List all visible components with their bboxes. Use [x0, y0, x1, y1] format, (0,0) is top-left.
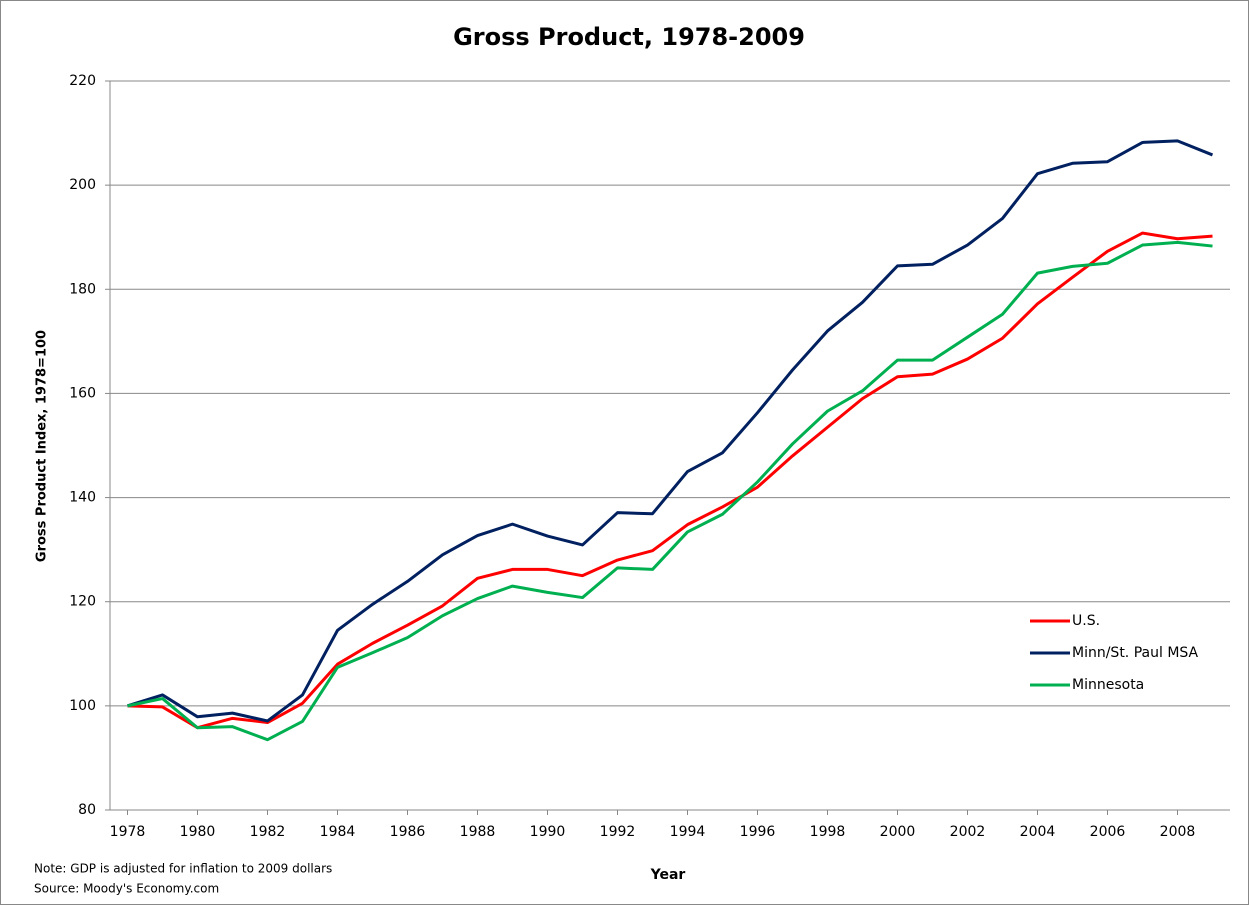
y-tick-label: 160	[69, 385, 96, 401]
series-line	[127, 240, 1213, 742]
x-tick-label: 2000	[880, 824, 916, 840]
x-tick-label: 1994	[670, 824, 706, 840]
chart-title: Gross Product, 1978-2009	[453, 23, 805, 51]
x-tick-label: 1996	[740, 824, 776, 840]
x-tick-label: 1998	[810, 824, 846, 840]
legend-label: U.S.	[1072, 613, 1100, 629]
y-tick-label: 120	[69, 594, 96, 610]
legend-label: Minn/St. Paul MSA	[1072, 645, 1199, 661]
series-line	[127, 139, 1214, 723]
x-axis-label: Year	[650, 867, 686, 883]
y-axis-label: Gross Product Index, 1978=100	[35, 330, 50, 562]
y-tick-label: 80	[78, 802, 96, 818]
x-tick-label: 1990	[530, 824, 566, 840]
x-tick-label: 1978	[110, 824, 146, 840]
x-tick-label: 1984	[320, 824, 356, 840]
x-tick-label: 2008	[1160, 824, 1196, 840]
source: Source: Moody's Economy.com	[34, 882, 219, 896]
x-tick-label: 1982	[250, 824, 286, 840]
x-tick-label: 1986	[390, 824, 426, 840]
legend-label: Minnesota	[1072, 677, 1144, 693]
y-tick-label: 100	[69, 698, 96, 714]
x-tick-label: 2002	[950, 824, 986, 840]
y-tick-label: 200	[69, 177, 96, 193]
series-line	[127, 231, 1213, 730]
note: Note: GDP is adjusted for inflation to 2…	[34, 862, 332, 876]
y-tick-label: 220	[69, 73, 96, 89]
y-tick-label: 140	[69, 490, 96, 506]
x-tick-label: 1988	[460, 824, 496, 840]
x-tick-label: 2006	[1090, 824, 1126, 840]
x-tick-label: 1980	[180, 824, 216, 840]
x-tick-label: 2004	[1020, 824, 1056, 840]
x-tick-label: 1992	[600, 824, 636, 840]
y-tick-label: 180	[69, 281, 96, 297]
